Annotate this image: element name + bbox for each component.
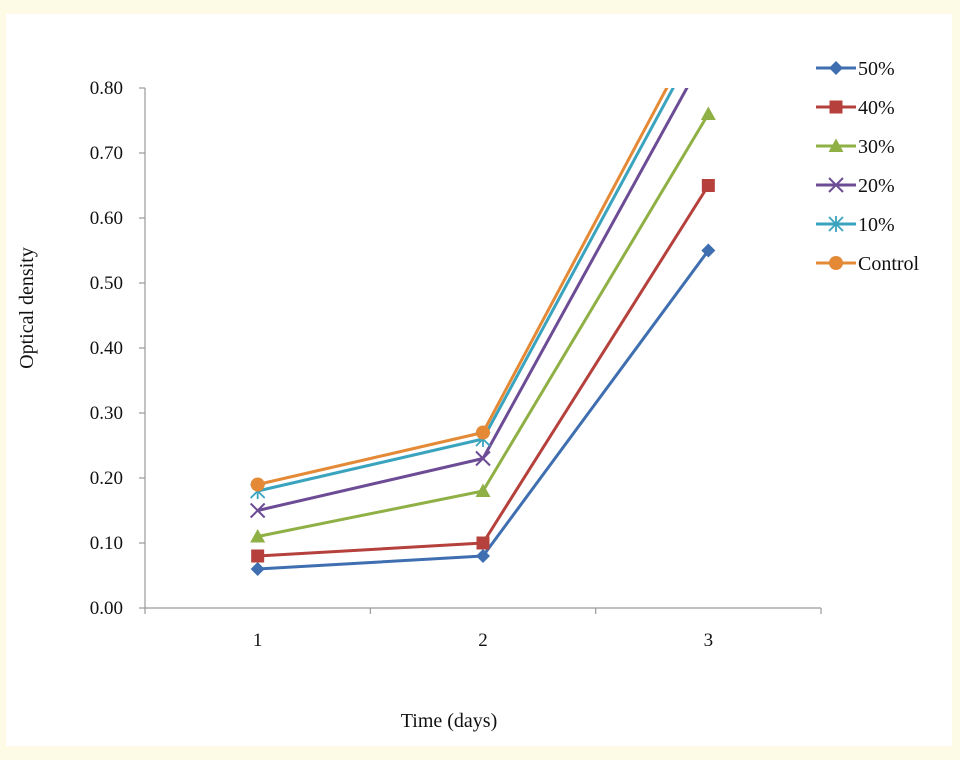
y-tick-label: 0.50 bbox=[90, 273, 123, 294]
y-axis-title: Optical density bbox=[16, 247, 38, 369]
legend-item: 50% bbox=[816, 58, 895, 80]
data-point bbox=[250, 529, 266, 543]
legend-label: 20% bbox=[858, 175, 895, 197]
legend-label: 40% bbox=[858, 97, 895, 119]
y-tick-label: 0.40 bbox=[90, 338, 123, 359]
legend-item: Control bbox=[816, 253, 920, 275]
series-line-1 bbox=[257, 184, 710, 558]
legend-item: 30% bbox=[816, 136, 895, 158]
legend-marker bbox=[829, 256, 843, 270]
series-line-4 bbox=[257, 88, 675, 493]
data-point bbox=[701, 15, 715, 31]
legend: 50% 40% 30% 20% 10% Control bbox=[816, 58, 920, 275]
y-tick-label: 0.80 bbox=[90, 78, 123, 99]
data-point bbox=[475, 450, 491, 467]
x-axis-title: Time (days) bbox=[401, 710, 497, 732]
axes bbox=[139, 87, 822, 614]
legend-marker bbox=[828, 216, 844, 232]
legend-label: 10% bbox=[858, 214, 895, 236]
line-chart: 0.00 0.10 0.20 0.30 0.40 0.50 0.60 0.70 0.80 1 2 3… bbox=[16, 14, 920, 732]
legend-marker bbox=[828, 177, 844, 193]
data-point bbox=[701, 243, 716, 258]
x-tick-label: 1 bbox=[253, 630, 263, 651]
series-line-0 bbox=[257, 249, 710, 571]
data-point bbox=[250, 562, 265, 576]
data-point bbox=[476, 549, 490, 563]
data-point bbox=[701, 179, 715, 192]
data-point bbox=[701, 14, 715, 17]
x-tick-labels: 1 2 3 bbox=[253, 630, 713, 651]
data-point bbox=[476, 536, 490, 550]
legend-item: 40% bbox=[816, 97, 895, 119]
y-tick-label: 0.70 bbox=[90, 143, 123, 164]
series-line-2 bbox=[257, 113, 710, 538]
series-markers bbox=[249, 14, 716, 576]
data-point bbox=[476, 425, 490, 440]
data-point bbox=[475, 483, 491, 497]
legend-marker bbox=[828, 138, 844, 152]
series-line-5 bbox=[257, 88, 669, 486]
chart-frame: 0.00 0.10 0.20 0.30 0.40 0.50 0.60 0.70 0.80 1 2 3… bbox=[6, 14, 952, 746]
data-point bbox=[249, 502, 266, 519]
y-tick-labels: 0.00 0.10 0.20 0.30 0.40 0.50 0.60 0.70 0.80 bbox=[90, 78, 123, 619]
y-tick-label: 0.00 bbox=[90, 598, 123, 619]
x-tick-label: 3 bbox=[704, 630, 714, 651]
legend-label: 50% bbox=[858, 58, 895, 80]
data-point bbox=[251, 549, 265, 563]
data-point bbox=[250, 477, 265, 492]
legend-label: 30% bbox=[858, 136, 895, 158]
y-tick-label: 0.30 bbox=[90, 403, 123, 424]
data-point bbox=[700, 106, 716, 120]
legend-item: 20% bbox=[816, 175, 895, 197]
legend-marker bbox=[829, 100, 843, 114]
y-tick-label: 0.10 bbox=[90, 533, 123, 554]
data-point bbox=[701, 42, 715, 56]
y-tick-label: 0.20 bbox=[90, 468, 123, 489]
legend-item: 10% bbox=[816, 214, 895, 236]
y-tick-label: 0.60 bbox=[90, 208, 123, 229]
legend-label: Control bbox=[858, 253, 920, 275]
legend-marker bbox=[829, 61, 843, 75]
x-tick-label: 2 bbox=[478, 630, 488, 651]
